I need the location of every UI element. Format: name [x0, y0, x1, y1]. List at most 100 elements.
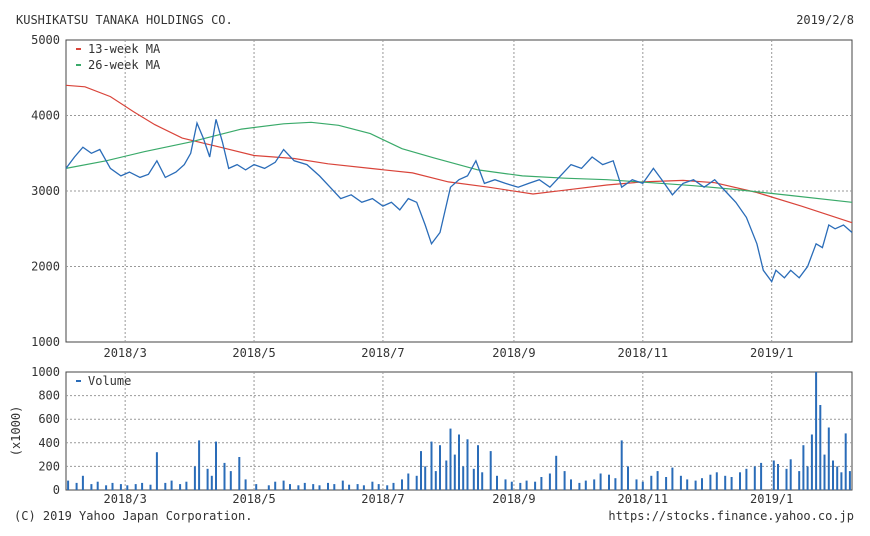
volume-y-tick-label: 0	[53, 483, 60, 497]
volume-y-axis-label: (x1000)	[9, 406, 23, 457]
volume-bar	[656, 471, 659, 490]
price-x-tick-label: 2018/3	[103, 346, 146, 360]
price-y-tick-label: 3000	[31, 184, 60, 198]
volume-bar	[458, 434, 460, 490]
volume-bar	[333, 484, 336, 490]
chart-date: 2019/2/8	[796, 13, 854, 27]
volume-bar	[244, 479, 247, 490]
volume-bar	[848, 471, 851, 490]
volume-bar	[392, 482, 395, 490]
volume-bar	[215, 441, 217, 490]
volume-bar	[198, 440, 201, 490]
volume-bar	[715, 472, 718, 490]
price-y-tick-label: 1000	[31, 335, 60, 349]
volume-bar	[730, 477, 733, 490]
volume-bar	[481, 472, 484, 490]
volume-bar	[179, 484, 182, 490]
volume-bar	[540, 477, 543, 490]
volume-bar	[563, 471, 566, 490]
volume-bar	[424, 466, 427, 490]
volume-bar	[827, 427, 830, 490]
volume-bar	[407, 473, 410, 490]
volume-bar	[75, 482, 78, 490]
volume-bar	[599, 473, 602, 490]
volume-bar	[745, 468, 748, 490]
volume-bar	[823, 454, 826, 490]
volume-bar	[274, 481, 277, 490]
volume-bar	[519, 482, 522, 490]
volume-bar	[149, 484, 152, 490]
volume-x-tick-label: 2019/1	[750, 492, 793, 506]
volume-bar	[819, 405, 822, 490]
price-x-tick-label: 2019/1	[750, 346, 793, 360]
volume-bar	[371, 481, 374, 490]
legend-label: 13-week MA	[88, 42, 161, 56]
volume-bar	[238, 457, 241, 490]
volume-bar	[701, 478, 703, 490]
volume-legend-label: Volume	[88, 374, 131, 388]
volume-bar	[608, 474, 610, 490]
volume-bar	[614, 478, 617, 490]
volume-bar	[81, 475, 84, 490]
volume-bar	[164, 482, 167, 490]
volume-bar	[356, 484, 359, 490]
volume-bar	[67, 480, 70, 490]
volume-y-tick-label: 600	[38, 412, 60, 426]
price-x-tick-label: 2018/7	[361, 346, 404, 360]
volume-bar	[210, 475, 213, 490]
volume-bar	[777, 464, 779, 490]
volume-bar	[267, 485, 270, 490]
volume-bar	[815, 372, 818, 490]
volume-y-tick-label: 800	[38, 389, 60, 403]
volume-bar	[377, 484, 380, 490]
volume-bar	[665, 477, 668, 490]
volume-bar	[303, 482, 306, 490]
volume-bar	[327, 482, 329, 490]
volume-bar	[510, 481, 513, 490]
volume-bar	[620, 440, 623, 490]
volume-bar	[170, 480, 173, 490]
volume-bar	[534, 481, 537, 490]
price-y-tick-label: 2000	[31, 260, 60, 274]
volume-bar	[453, 454, 456, 490]
volume-bar	[477, 445, 479, 490]
price-x-tick-label: 2018/9	[492, 346, 535, 360]
volume-x-tick-label: 2018/3	[103, 492, 146, 506]
volume-bar	[760, 462, 763, 490]
volume-bar	[504, 479, 507, 490]
volume-bar	[593, 479, 596, 490]
volume-bar	[126, 485, 129, 490]
volume-bar	[650, 475, 653, 490]
volume-bar	[312, 484, 315, 490]
volume-bar	[185, 481, 188, 490]
volume-bar	[627, 466, 629, 490]
volume-bar	[282, 480, 285, 490]
volume-x-tick-label: 2018/11	[618, 492, 669, 506]
volume-bar	[724, 475, 727, 490]
price-y-tick-label: 5000	[31, 33, 60, 47]
legend-label: 26-week MA	[88, 58, 161, 72]
ma26-line	[65, 121, 853, 203]
volume-bar	[415, 475, 418, 490]
volume-bar	[401, 479, 403, 490]
volume-bar	[785, 468, 788, 490]
volume-bar	[679, 475, 682, 490]
volume-bar	[772, 460, 775, 490]
volume-y-tick-label: 200	[38, 459, 60, 473]
volume-bar	[466, 439, 469, 490]
price-x-tick-label: 2018/5	[232, 346, 275, 360]
source-url[interactable]: https://stocks.finance.yahoo.co.jp	[608, 509, 854, 523]
volume-bar	[462, 466, 465, 490]
volume-bar	[555, 455, 558, 490]
volume-bar	[297, 485, 300, 490]
volume-bar	[641, 481, 644, 490]
volume-bar	[496, 475, 498, 490]
volume-bar	[548, 473, 551, 490]
volume-bar	[489, 451, 492, 490]
volume-x-tick-label: 2018/5	[232, 492, 275, 506]
volume-bar	[709, 474, 712, 490]
volume-bar	[445, 460, 448, 490]
ma13-line	[65, 84, 853, 224]
volume-bar	[832, 460, 834, 490]
volume-bar	[570, 479, 572, 490]
